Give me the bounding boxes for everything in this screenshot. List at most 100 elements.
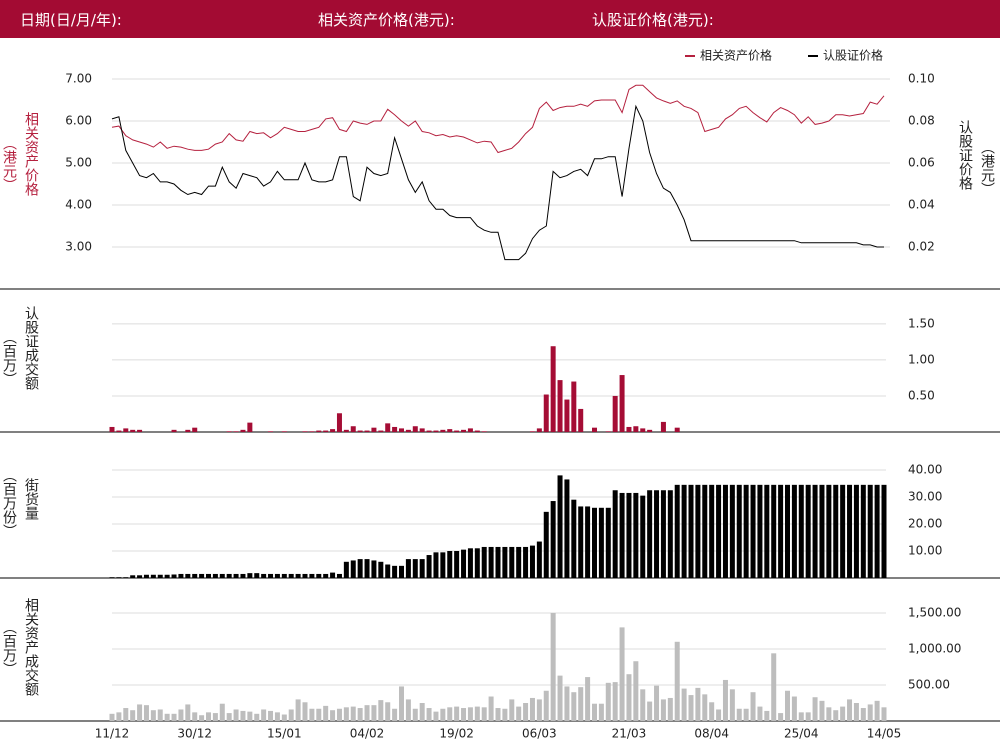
bar: [405, 559, 411, 578]
y-tick-label: 3.00: [65, 240, 92, 254]
bar: [467, 428, 473, 432]
y-tick-label: 10.00: [908, 543, 942, 557]
bar: [357, 430, 363, 432]
bar: [116, 430, 122, 432]
x-tick-label: 25/04: [784, 727, 819, 741]
bar: [860, 484, 866, 578]
bar: [350, 560, 356, 578]
bar: [502, 546, 508, 578]
bar: [647, 701, 653, 721]
bar: [371, 560, 377, 578]
bar: [598, 703, 604, 721]
bar: [116, 712, 122, 721]
bar: [729, 689, 735, 721]
bar: [681, 484, 687, 578]
bar: [164, 574, 170, 578]
bar: [716, 709, 722, 721]
bar: [619, 492, 625, 578]
bar: [137, 575, 143, 578]
bar: [840, 706, 846, 721]
bar: [123, 708, 129, 721]
bar: [536, 541, 542, 578]
bar: [419, 428, 425, 432]
bar: [516, 706, 522, 721]
bar: [536, 699, 542, 721]
bar: [247, 422, 253, 432]
bar: [157, 574, 163, 578]
bar: [688, 484, 694, 578]
bar: [674, 427, 680, 432]
bar: [578, 687, 584, 721]
bar: [860, 708, 866, 721]
bar: [626, 674, 632, 721]
bar: [171, 429, 177, 432]
bar: [185, 573, 191, 578]
bar: [233, 709, 239, 721]
bar: [281, 714, 287, 721]
bar: [509, 546, 515, 578]
bar: [564, 399, 570, 432]
x-tick-label: 19/02: [439, 727, 474, 741]
bar: [295, 699, 301, 721]
bar: [502, 708, 508, 721]
bar: [791, 696, 797, 721]
bar: [461, 429, 467, 432]
y-axis-title: 认股证成交额: [23, 306, 39, 390]
bar: [640, 428, 646, 432]
bar: [674, 484, 680, 578]
bar: [474, 548, 480, 578]
bar: [557, 675, 563, 721]
bar: [130, 575, 136, 578]
bar: [481, 707, 487, 721]
y-tick-label: 0.50: [908, 388, 935, 402]
bar: [654, 490, 660, 578]
bar: [274, 712, 280, 721]
bar: [826, 484, 832, 578]
bar: [757, 706, 763, 721]
y2-tick-label: 0.04: [908, 198, 935, 212]
y2-tick-label: 0.10: [908, 72, 935, 86]
bar: [399, 686, 404, 721]
bar: [343, 429, 349, 432]
bar: [378, 561, 384, 578]
bar: [371, 427, 377, 432]
bar: [440, 429, 446, 432]
bar: [529, 545, 535, 578]
bar: [488, 696, 494, 721]
bar: [819, 484, 825, 578]
y-tick-label: 40.00: [908, 462, 942, 476]
bar: [619, 375, 625, 432]
bar: [288, 709, 294, 721]
bar: [833, 710, 839, 721]
x-tick-label: 14/05: [867, 727, 902, 741]
asset-price-label: 相关资产价格(港元):: [318, 11, 455, 29]
bar: [330, 572, 336, 578]
bar: [592, 427, 597, 432]
y2-axis-unit: （港元）: [979, 140, 995, 196]
bar: [268, 431, 274, 432]
bar: [543, 511, 549, 578]
bar: [612, 682, 618, 721]
bar: [336, 708, 342, 721]
bar: [130, 710, 136, 721]
bar: [578, 408, 584, 432]
bar: [571, 381, 577, 432]
bar: [633, 492, 639, 578]
bar: [695, 687, 701, 721]
bar: [426, 430, 432, 432]
bar: [192, 573, 198, 578]
bar: [798, 712, 804, 721]
bar: [798, 484, 804, 578]
legend-label: 相关资产价格: [700, 48, 772, 63]
bar: [626, 426, 632, 432]
bar: [185, 429, 191, 432]
bar: [212, 573, 218, 578]
bar: [261, 709, 267, 721]
bar: [481, 431, 487, 432]
legend-label: 认股证价格: [823, 48, 883, 63]
bar: [667, 697, 673, 721]
bar: [336, 573, 342, 578]
bar: [247, 573, 253, 578]
bar: [123, 577, 129, 578]
warrant-price-label: 认股证价格(港元):: [592, 11, 714, 29]
